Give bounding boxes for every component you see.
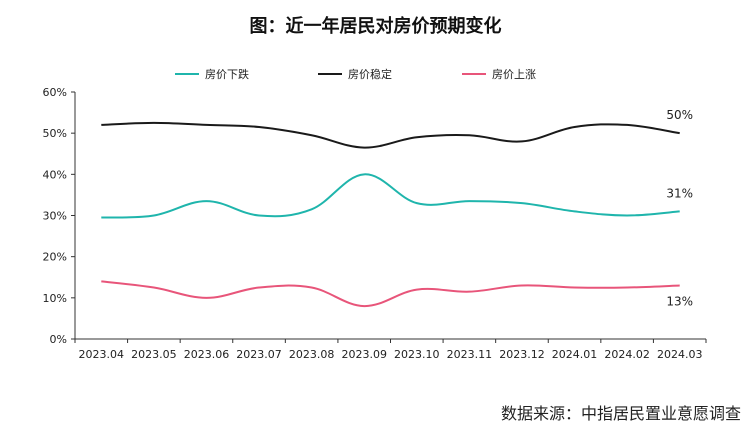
legend: 房价下跌 房价稳定 房价上涨 [175, 67, 536, 81]
x-axis: 2023.04 2023.05 2023.06 2023.07 2023.08 2023.… [74, 338, 707, 361]
x-tick-label: 2023.08 [289, 348, 335, 361]
end-data-label: 50% [666, 108, 693, 122]
end-data-label: 13% [666, 294, 693, 308]
legend-label: 房价稳定 [348, 67, 392, 81]
x-tick-label: 2024.03 [657, 348, 703, 361]
legend-label: 房价上涨 [492, 68, 536, 81]
y-tick-label: 30% [43, 210, 67, 223]
x-tick-label: 2023.10 [394, 348, 440, 361]
x-tick-label: 2024.01 [552, 348, 598, 361]
data-source-note: 数据来源：中指居民置业意愿调查 [500, 404, 741, 423]
end-data-label: 31% [666, 186, 693, 200]
x-tick-label: 2023.11 [447, 348, 493, 361]
x-tick-label: 2023.12 [499, 348, 545, 361]
y-tick-label: 10% [43, 292, 67, 305]
x-tick-label: 2023.05 [131, 348, 177, 361]
x-tick-label: 2023.09 [341, 348, 387, 361]
chart-title: 图：近一年居民对房价预期变化 [249, 16, 502, 37]
x-tick-label: 2023.04 [79, 348, 125, 361]
series-line-1 [101, 173, 680, 219]
series-line-2 [101, 121, 680, 149]
y-tick-label: 40% [43, 168, 67, 181]
y-tick-label: 60% [43, 86, 67, 99]
y-tick-label: 20% [43, 251, 67, 264]
legend-label: 房价下跌 [205, 67, 249, 81]
x-tick-label: 2024.02 [604, 348, 650, 361]
y-axis: 0% 10% 20% 30% 40% 50% 60% [43, 86, 76, 346]
series-lines [101, 121, 680, 308]
x-tick-label: 2023.06 [184, 348, 230, 361]
x-tick-label: 2023.07 [236, 348, 282, 361]
y-tick-label: 0% [50, 333, 67, 346]
data-labels: 31% 50% 13% [666, 108, 693, 308]
series-line-3 [101, 280, 680, 308]
y-tick-label: 50% [43, 127, 67, 140]
